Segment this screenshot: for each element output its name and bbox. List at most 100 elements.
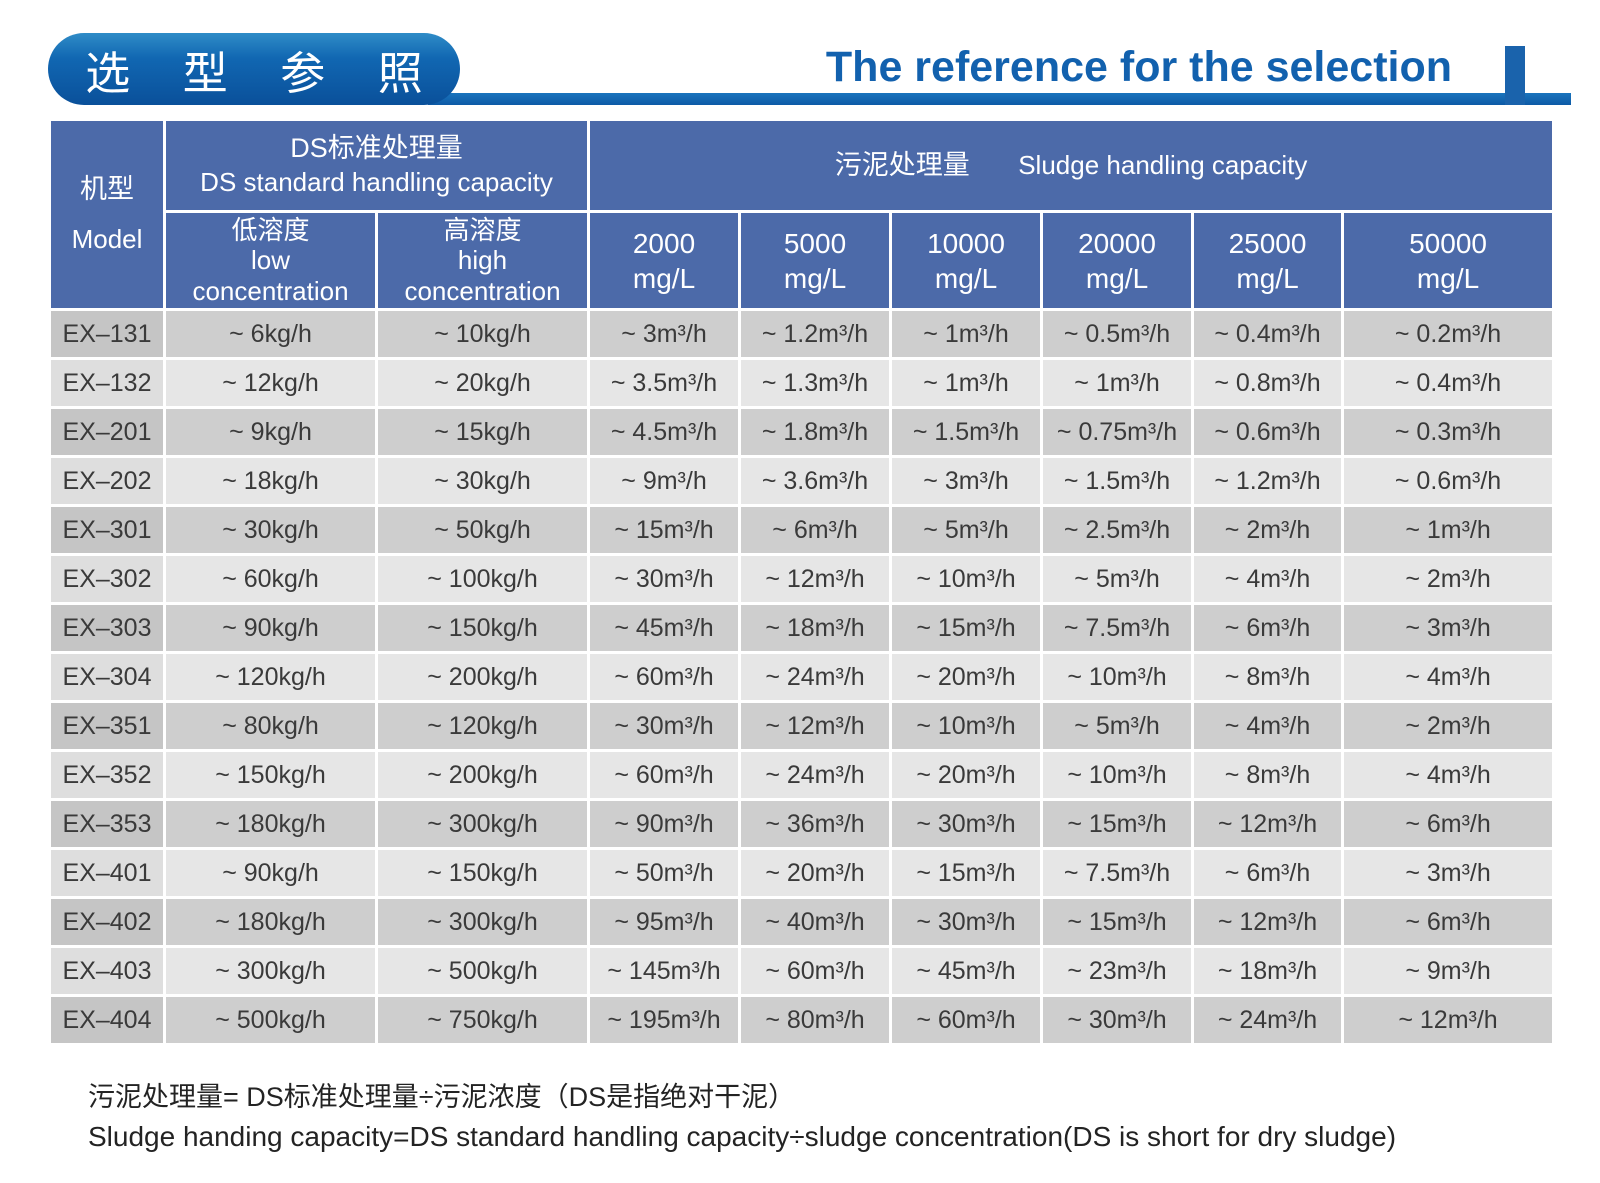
table-row: EX–404 ~ 500kg/h ~ 750kg/h ~ 195m³/h ~ 80m³/… (48, 994, 1556, 1046)
capacity-cell: ~ 6m³/h (1341, 798, 1556, 850)
capacity-cell: ~ 15m³/h (587, 504, 742, 556)
capacity-cell: ~ 5m³/h (1040, 700, 1195, 752)
capacity-cell: ~ 60kg/h (163, 553, 378, 605)
high-header-en-1: high (457, 245, 508, 276)
capacity-cell: ~ 12m³/h (1191, 896, 1345, 948)
model-cell: EX–353 (48, 798, 166, 850)
capacity-cell: ~ 7.5m³/h (1040, 602, 1195, 654)
model-cell: EX–304 (48, 651, 166, 703)
capacity-cell: ~ 6m³/h (1341, 896, 1556, 948)
capacity-cell: ~ 3m³/h (889, 455, 1044, 507)
concentration-column-header: 50000 mg/L (1341, 210, 1556, 311)
ds-header-en: DS standard handling capacity (200, 167, 553, 198)
low-header-cn: 低溶度 (231, 214, 310, 245)
high-header-en-2: concentration (404, 275, 561, 306)
capacity-cell: ~ 5m³/h (1040, 553, 1195, 605)
capacity-cell: ~ 300kg/h (163, 945, 378, 997)
capacity-cell: ~ 1m³/h (1341, 504, 1556, 556)
capacity-cell: ~ 150kg/h (374, 602, 591, 654)
sludge-header-en: Sludge handling capacity (1018, 149, 1308, 180)
capacity-cell: ~ 2m³/h (1341, 553, 1556, 605)
capacity-cell: ~ 9m³/h (1341, 945, 1556, 997)
capacity-cell: ~ 300kg/h (374, 798, 591, 850)
capacity-cell: ~ 120kg/h (163, 651, 378, 703)
low-header-en-2: concentration (192, 275, 349, 306)
capacity-cell: ~ 1.8m³/h (738, 406, 893, 458)
capacity-cell: ~ 0.3m³/h (1341, 406, 1556, 458)
capacity-cell: ~ 20m³/h (738, 847, 893, 899)
capacity-cell: ~ 200kg/h (374, 749, 591, 801)
header-row-sub: 低溶度 low concentration 高溶度 high concentra… (50, 210, 1556, 311)
capacity-cell: ~ 6m³/h (1191, 602, 1345, 654)
concentration-column-header: 2000 mg/L (587, 210, 742, 311)
model-column-header: 机型 Model (48, 118, 166, 311)
capacity-cell: ~ 1.2m³/h (738, 308, 893, 360)
high-header-cn: 高溶度 (443, 214, 522, 245)
capacity-cell: ~ 100kg/h (374, 553, 591, 605)
capacity-cell: ~ 24m³/h (738, 651, 893, 703)
high-concentration-header: 高溶度 high concentration (374, 210, 591, 311)
table-row: EX–402 ~ 180kg/h ~ 300kg/h ~ 95m³/h ~ 40m³/h… (48, 896, 1556, 948)
footnote: 污泥处理量= DS标准处理量÷污泥浓度（DS是指绝对干泥） Sludge han… (88, 1078, 1552, 1158)
capacity-cell: ~ 12m³/h (738, 700, 893, 752)
table-row: EX–302 ~ 60kg/h ~ 100kg/h ~ 30m³/h ~ 12m³/h ~… (48, 553, 1556, 605)
capacity-cell: ~ 30m³/h (587, 700, 742, 752)
capacity-cell: ~ 15m³/h (1040, 798, 1195, 850)
capacity-cell: ~ 0.5m³/h (1040, 308, 1195, 360)
capacity-cell: ~ 6m³/h (738, 504, 893, 556)
capacity-cell: ~ 45m³/h (587, 602, 742, 654)
capacity-cell: ~ 90m³/h (587, 798, 742, 850)
sludge-header-cn: 污泥处理量 (834, 149, 970, 180)
model-cell: EX–403 (48, 945, 166, 997)
concentration-column-header: 20000 mg/L (1040, 210, 1195, 311)
model-cell: EX–132 (48, 357, 166, 409)
capacity-cell: ~ 7.5m³/h (1040, 847, 1195, 899)
capacity-cell: ~ 0.8m³/h (1191, 357, 1345, 409)
capacity-cell: ~ 12m³/h (1341, 994, 1556, 1046)
header-row-top: 机型 Model DS标准处理量 DS standard handling ca… (48, 118, 1556, 311)
capacity-cell: ~ 12kg/h (163, 357, 378, 409)
model-cell: EX–302 (48, 553, 166, 605)
capacity-cell: ~ 0.75m³/h (1040, 406, 1195, 458)
capacity-cell: ~ 1m³/h (1040, 357, 1195, 409)
capacity-cell: ~ 30m³/h (1040, 994, 1195, 1046)
capacity-cell: ~ 15m³/h (889, 602, 1044, 654)
capacity-cell: ~ 20m³/h (889, 749, 1044, 801)
capacity-cell: ~ 10m³/h (889, 553, 1044, 605)
capacity-cell: ~ 1.3m³/h (738, 357, 893, 409)
capacity-cell: ~ 60m³/h (587, 749, 742, 801)
capacity-cell: ~ 60m³/h (889, 994, 1044, 1046)
table-row: EX–304 ~ 120kg/h ~ 200kg/h ~ 60m³/h ~ 24m³/h… (48, 651, 1556, 703)
capacity-cell: ~ 120kg/h (374, 700, 591, 752)
ds-header-cn: DS标准处理量 (290, 133, 463, 164)
section-title-pill: 选 型 参 照 (48, 33, 460, 105)
capacity-cell: ~ 10m³/h (1040, 651, 1195, 703)
model-cell: EX–202 (48, 455, 166, 507)
section-title-en: The reference for the selection (825, 43, 1452, 91)
selection-reference-table: 机型 Model DS标准处理量 DS standard handling ca… (48, 118, 1556, 1046)
capacity-cell: ~ 30m³/h (587, 553, 742, 605)
model-cell: EX–352 (48, 749, 166, 801)
sludge-capacity-header: 污泥处理量 Sludge handling capacity (587, 118, 1556, 213)
capacity-cell: ~ 1.5m³/h (1040, 455, 1195, 507)
capacity-cell: ~ 12m³/h (1191, 798, 1345, 850)
capacity-cell: ~ 180kg/h (163, 896, 378, 948)
capacity-cell: ~ 24m³/h (738, 749, 893, 801)
capacity-cell: ~ 500kg/h (374, 945, 591, 997)
capacity-cell: ~ 3.5m³/h (587, 357, 742, 409)
model-cell: EX–131 (48, 308, 166, 360)
capacity-cell: ~ 9kg/h (163, 406, 378, 458)
section-title-cn: 选 型 参 照 (85, 47, 443, 99)
table-row: EX–301 ~ 30kg/h ~ 50kg/h ~ 15m³/h ~ 6m³/h ~ 5… (48, 504, 1556, 556)
model-cell: EX–351 (48, 700, 166, 752)
ds-capacity-header: DS标准处理量 DS standard handling capacity (162, 118, 591, 213)
footnote-line-en: Sludge handing capacity=DS standard hand… (88, 1121, 1397, 1153)
capacity-cell: ~ 90kg/h (163, 847, 378, 899)
capacity-cell: ~ 300kg/h (374, 896, 591, 948)
concentration-column-header: 5000 mg/L (738, 210, 893, 311)
capacity-cell: ~ 50m³/h (587, 847, 742, 899)
capacity-cell: ~ 20m³/h (889, 651, 1044, 703)
capacity-cell: ~ 50kg/h (374, 504, 591, 556)
capacity-cell: ~ 9m³/h (587, 455, 742, 507)
capacity-cell: ~ 0.2m³/h (1341, 308, 1556, 360)
